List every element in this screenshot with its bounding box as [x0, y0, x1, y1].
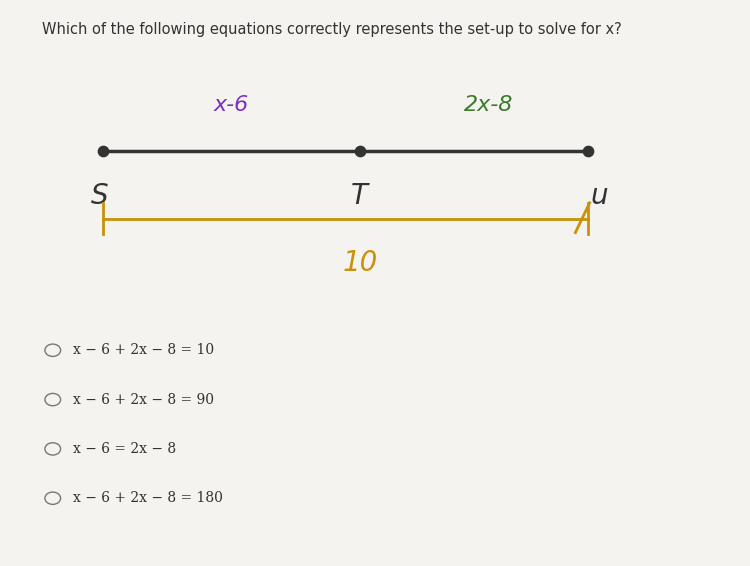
Text: Which of the following equations correctly represents the set-up to solve for x?: Which of the following equations correct… — [42, 23, 622, 37]
Text: T: T — [351, 182, 368, 210]
Text: x − 6 = 2x − 8: x − 6 = 2x − 8 — [73, 442, 176, 456]
Point — [354, 147, 366, 156]
Text: x-6: x-6 — [214, 95, 249, 115]
Text: x − 6 + 2x − 8 = 180: x − 6 + 2x − 8 = 180 — [73, 491, 223, 505]
Text: S: S — [90, 182, 108, 210]
Text: 10: 10 — [342, 250, 377, 277]
Text: u: u — [590, 182, 608, 210]
Point — [97, 147, 109, 156]
Point — [582, 147, 594, 156]
Text: x − 6 + 2x − 8 = 10: x − 6 + 2x − 8 = 10 — [73, 343, 214, 357]
Text: 2x-8: 2x-8 — [464, 95, 513, 115]
Text: x − 6 + 2x − 8 = 90: x − 6 + 2x − 8 = 90 — [73, 393, 214, 406]
